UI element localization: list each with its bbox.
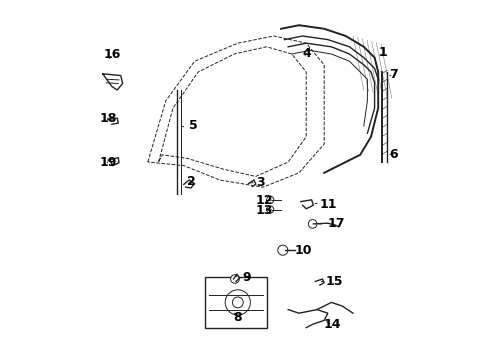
FancyBboxPatch shape	[205, 277, 267, 328]
Text: 1: 1	[378, 46, 387, 59]
Text: 3: 3	[250, 176, 265, 189]
Text: 13: 13	[255, 204, 272, 217]
Text: 5: 5	[182, 119, 198, 132]
Circle shape	[225, 290, 250, 315]
Text: 2: 2	[187, 175, 196, 188]
Text: 19: 19	[99, 156, 117, 168]
Circle shape	[308, 220, 317, 228]
Text: 12: 12	[255, 194, 272, 207]
Polygon shape	[103, 74, 122, 90]
Circle shape	[231, 275, 239, 283]
Circle shape	[267, 206, 274, 213]
Circle shape	[232, 297, 243, 308]
Text: 11: 11	[315, 198, 338, 211]
Circle shape	[278, 245, 288, 255]
Text: 6: 6	[389, 148, 397, 161]
Text: 4: 4	[303, 47, 311, 60]
Text: 14: 14	[323, 318, 341, 331]
Text: 15: 15	[321, 275, 343, 288]
Text: 7: 7	[389, 68, 398, 81]
Text: 10: 10	[289, 244, 312, 257]
Text: 16: 16	[104, 48, 121, 61]
Text: 17: 17	[319, 217, 344, 230]
Text: 18: 18	[99, 112, 117, 125]
Text: 8: 8	[233, 311, 242, 324]
Text: 9: 9	[235, 271, 251, 284]
Circle shape	[267, 196, 274, 203]
